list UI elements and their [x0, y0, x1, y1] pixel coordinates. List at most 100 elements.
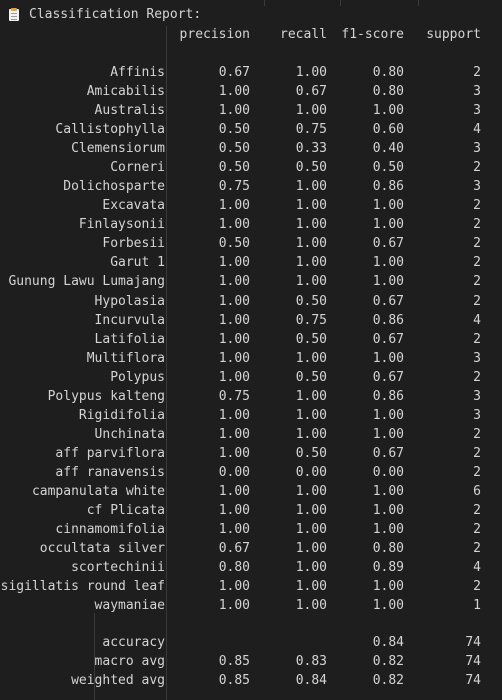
row-recall: 1.00: [295, 502, 327, 518]
row-f1: 1.00: [372, 579, 404, 595]
row-label: campanulata white: [31, 483, 165, 499]
row-support: 2: [473, 65, 481, 80]
row-recall: 1.00: [295, 236, 327, 252]
row-f1: 1.00: [372, 255, 404, 271]
row-precision: 0.50: [218, 122, 250, 138]
row-label: scortechinii: [71, 560, 165, 575]
row-label: Garut 1: [110, 255, 165, 271]
report-header: Classification Report:: [0, 5, 201, 24]
guide-line-label: [166, 26, 167, 700]
row-precision: 1.00: [218, 369, 250, 385]
row-precision: 1.00: [218, 255, 250, 271]
guide-line-summary: [94, 613, 95, 700]
row-f1: 0.67: [372, 331, 404, 347]
row-recall: 1.00: [295, 217, 327, 233]
row-recall: 1.00: [295, 483, 327, 499]
row-support: 1: [473, 598, 481, 614]
summary-recall: 0.84: [295, 673, 327, 689]
row-support: 2: [473, 198, 481, 214]
header-support: support: [426, 27, 481, 42]
row-support: 2: [473, 522, 481, 537]
row-support: 2: [473, 541, 481, 556]
header-f1-score: f1-score: [341, 27, 404, 42]
row-support: 2: [473, 369, 481, 385]
row-support: 2: [473, 160, 481, 176]
row-f1: 0.80: [372, 65, 404, 80]
row-recall: 1.00: [295, 522, 327, 537]
row-support: 2: [473, 579, 481, 595]
row-precision: 1.00: [218, 274, 250, 290]
row-recall: 0.00: [295, 464, 327, 480]
row-recall: 0.75: [295, 312, 327, 328]
row-recall: 0.50: [295, 331, 327, 347]
row-f1: 1.00: [372, 274, 404, 290]
row-support: 3: [473, 179, 481, 195]
summary-support: 74: [465, 635, 481, 650]
row-f1: 0.80: [372, 541, 404, 556]
row-f1: 0.86: [372, 179, 404, 195]
row-support: 4: [473, 560, 481, 575]
row-recall: 0.33: [295, 141, 327, 157]
row-label: Finlaysonii: [78, 217, 165, 233]
row-support: 2: [473, 236, 481, 252]
guide-tick-recall: [340, 0, 341, 6]
row-precision: 0.50: [218, 160, 250, 176]
row-support: 2: [473, 445, 481, 461]
row-f1: 0.67: [372, 293, 404, 309]
row-support: 3: [473, 141, 481, 157]
summary-support: 74: [465, 673, 481, 689]
row-f1: 0.86: [372, 388, 404, 404]
row-f1: 0.67: [372, 236, 404, 252]
row-label: Polypus: [110, 369, 165, 385]
row-recall: 1.00: [295, 198, 327, 214]
report-title: Classification Report:: [29, 7, 202, 22]
row-label: Rigidifolia: [78, 407, 165, 423]
row-precision: 1.00: [218, 502, 250, 518]
row-support: 2: [473, 255, 481, 271]
row-precision: 0.50: [218, 236, 250, 252]
row-f1: 1.00: [372, 217, 404, 233]
row-recall: 0.50: [295, 369, 327, 385]
row-precision: 1.00: [218, 483, 250, 499]
row-f1: 1.00: [372, 522, 404, 537]
row-support: 3: [473, 350, 481, 366]
row-label: Excavata: [102, 198, 165, 214]
row-precision: 1.00: [218, 350, 250, 366]
row-precision: 1.00: [218, 407, 250, 423]
row-label: cf Plicata: [86, 502, 165, 518]
row-precision: 1.00: [218, 445, 250, 461]
row-label: Incurvula: [94, 312, 165, 328]
row-precision: 1.00: [218, 103, 250, 119]
row-support: 2: [473, 274, 481, 290]
summary-label: weighted avg: [71, 673, 165, 689]
row-f1: 0.86: [372, 312, 404, 328]
row-label: cinnamomifolia: [55, 522, 165, 537]
summary-f1: 0.82: [372, 673, 404, 689]
row-precision: 1.00: [218, 217, 250, 233]
row-label: Unchinata: [94, 426, 165, 442]
row-support: 2: [473, 217, 481, 233]
row-label: Amicabilis: [86, 84, 165, 99]
row-recall: 1.00: [295, 274, 327, 290]
guide-tick-precision: [264, 0, 265, 6]
row-label: Callistophylla: [55, 122, 165, 138]
row-label: Dolichosparte: [63, 179, 165, 195]
row-precision: 0.75: [218, 388, 250, 404]
summary-recall: [250, 633, 327, 652]
row-precision: 1.00: [218, 579, 250, 595]
row-precision: 0.50: [218, 141, 250, 157]
row-f1: 1.00: [372, 483, 404, 499]
row-label: Polypus kalteng: [47, 388, 165, 404]
row-recall: 1.00: [295, 255, 327, 271]
row-precision: 0.80: [218, 560, 250, 575]
row-support: 4: [473, 122, 481, 138]
row-precision: 0.00: [218, 464, 250, 480]
row-recall: 1.00: [295, 579, 327, 595]
row-support: 2: [473, 331, 481, 347]
row-f1: 0.67: [372, 369, 404, 385]
row-recall: 1.00: [295, 350, 327, 366]
row-precision: 1.00: [218, 198, 250, 214]
row-support: 6: [473, 483, 481, 499]
row-recall: 0.50: [295, 293, 327, 309]
row-recall: 1.00: [295, 103, 327, 119]
